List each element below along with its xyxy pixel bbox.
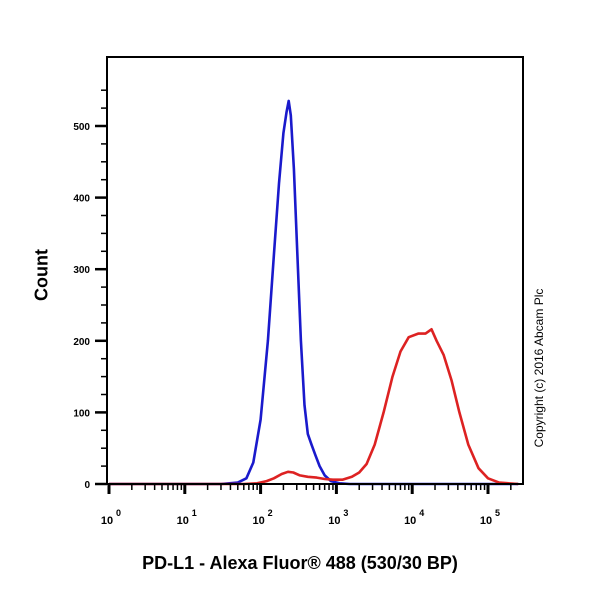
x-tick-label: 10 <box>177 515 189 527</box>
x-tick-exponent: 5 <box>495 508 500 518</box>
y-tick-label: 300 <box>73 265 90 276</box>
x-tick-label: 10 <box>480 515 492 527</box>
y-tick-label: 100 <box>73 408 90 419</box>
series-layer <box>109 99 519 486</box>
plot-frame <box>106 56 524 485</box>
x-tick-label: 10 <box>252 515 264 527</box>
red-histogram-curve <box>109 327 519 486</box>
y-axis-label-text: Count <box>31 249 52 301</box>
copyright-notice: Copyright (c) 2016 Abcam Plc <box>528 240 550 495</box>
y-tick-label: 500 <box>73 122 90 133</box>
y-tick-label: 200 <box>73 337 90 348</box>
y-axis: 0 100 200 300 400 500 <box>73 89 107 491</box>
y-tick-label: 400 <box>73 194 90 205</box>
x-tick-exponent: 3 <box>343 508 348 518</box>
y-axis-label: Count <box>22 235 62 315</box>
x-axis-label: PD-L1 - Alexa Fluor® 488 (530/30 BP) <box>142 553 458 573</box>
x-tick-exponent: 0 <box>116 508 121 518</box>
x-tick-label: 10 <box>101 515 113 527</box>
x-tick-exponent: 4 <box>419 508 424 518</box>
blue-histogram-curve <box>109 99 519 486</box>
y-tick-label: 0 <box>84 480 90 491</box>
x-tick-exponent: 1 <box>192 508 197 518</box>
x-tick-label: 10 <box>328 515 340 527</box>
x-tick-exponent: 2 <box>268 508 273 518</box>
x-tick-label: 10 <box>404 515 416 527</box>
copyright-text: Copyright (c) 2016 Abcam Plc <box>532 288 546 447</box>
